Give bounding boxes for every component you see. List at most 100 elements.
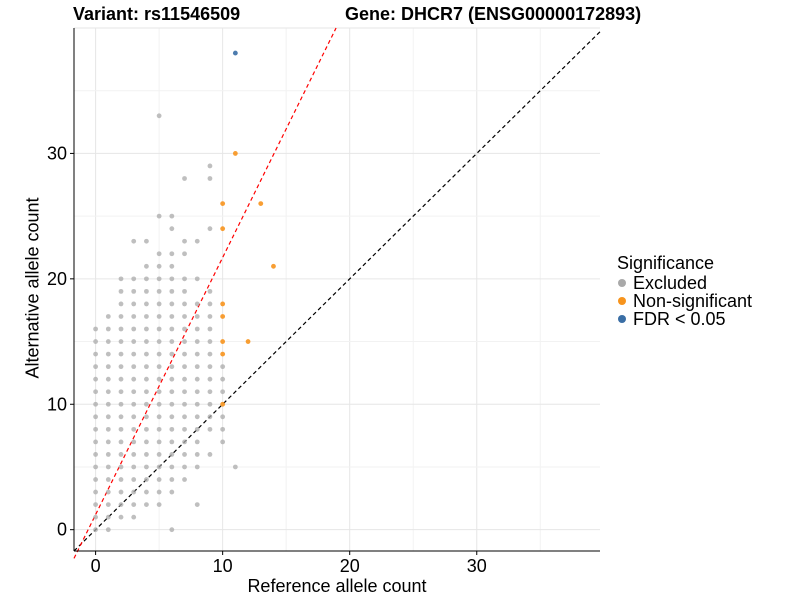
point-excluded — [105, 514, 111, 520]
point-excluded — [118, 314, 124, 319]
point-excluded — [118, 414, 124, 420]
point-non-significant — [220, 401, 226, 407]
point-excluded — [144, 326, 149, 332]
point-excluded — [93, 351, 98, 357]
point-excluded — [194, 339, 200, 344]
point-excluded — [182, 477, 187, 482]
point-excluded — [207, 163, 213, 169]
x-tick-label: 30 — [467, 556, 487, 576]
point-excluded — [118, 364, 124, 370]
point-excluded — [194, 314, 200, 319]
point-non-significant — [245, 339, 251, 344]
point-excluded — [131, 464, 137, 470]
point-excluded — [105, 339, 111, 344]
point-excluded — [182, 452, 187, 457]
point-excluded — [169, 364, 175, 370]
point-excluded — [207, 176, 213, 181]
x-tick-label: 10 — [213, 556, 233, 576]
point-excluded — [93, 514, 98, 520]
point-excluded — [220, 414, 226, 420]
point-excluded — [93, 527, 98, 533]
point-excluded — [194, 351, 200, 357]
point-excluded — [144, 489, 149, 495]
point-excluded — [131, 489, 137, 495]
legend-label-non-significant: Non-significant — [633, 290, 753, 311]
point-excluded — [118, 439, 124, 445]
point-excluded — [207, 351, 213, 357]
point-excluded — [144, 414, 149, 420]
point-excluded — [220, 389, 226, 395]
point-non-significant — [220, 226, 226, 232]
variant-title: Variant: rs11546509 — [73, 4, 241, 24]
point-excluded — [194, 238, 200, 244]
point-excluded — [131, 514, 137, 520]
point-excluded — [156, 339, 162, 344]
point-excluded — [194, 439, 200, 445]
y-tick-label: 10 — [47, 394, 67, 414]
point-excluded — [169, 527, 175, 533]
point-excluded — [105, 351, 111, 357]
point-excluded — [131, 301, 137, 307]
point-excluded — [169, 439, 175, 445]
point-excluded — [207, 401, 213, 407]
point-excluded — [169, 251, 175, 257]
point-excluded — [118, 489, 124, 495]
point-excluded — [220, 439, 226, 445]
legend-title: Significance — [617, 253, 715, 273]
point-excluded — [207, 288, 213, 294]
point-excluded — [194, 389, 200, 395]
point-excluded — [169, 351, 175, 357]
data-points — [93, 50, 276, 533]
point-excluded — [156, 426, 162, 432]
point-excluded — [182, 464, 187, 470]
point-excluded — [207, 301, 213, 307]
point-excluded — [131, 364, 137, 370]
point-excluded — [194, 376, 200, 382]
point-excluded — [156, 288, 162, 294]
point-excluded — [118, 514, 124, 520]
point-excluded — [144, 502, 149, 507]
point-excluded — [169, 489, 175, 495]
point-excluded — [182, 426, 187, 432]
point-excluded — [182, 439, 187, 445]
point-excluded — [182, 251, 187, 257]
point-excluded — [169, 276, 175, 282]
point-excluded — [182, 276, 187, 282]
point-excluded — [182, 414, 187, 420]
point-excluded — [169, 389, 175, 395]
point-excluded — [207, 414, 213, 420]
point-excluded — [131, 326, 137, 332]
point-excluded — [207, 426, 213, 432]
point-excluded — [105, 376, 111, 382]
point-excluded — [156, 464, 162, 470]
point-excluded — [169, 401, 175, 407]
point-excluded — [156, 263, 162, 269]
point-excluded — [93, 389, 98, 395]
point-excluded — [144, 439, 149, 445]
point-excluded — [194, 401, 200, 407]
point-excluded — [131, 276, 137, 282]
point-excluded — [131, 376, 137, 382]
point-excluded — [169, 477, 175, 482]
reference-line-fit — [73, 27, 337, 559]
point-excluded — [118, 426, 124, 432]
point-excluded — [169, 414, 175, 420]
axes: 0 10 20 30 0 10 20 30 — [47, 28, 600, 576]
point-non-significant — [220, 339, 226, 344]
point-excluded — [93, 464, 98, 470]
point-excluded — [105, 489, 111, 495]
point-excluded — [207, 314, 213, 319]
point-excluded — [182, 339, 187, 344]
point-non-significant — [220, 314, 226, 319]
point-excluded — [220, 426, 226, 432]
point-excluded — [105, 477, 111, 482]
point-excluded — [169, 263, 175, 269]
point-excluded — [169, 376, 175, 382]
reference-line-diagonal — [73, 31, 601, 552]
point-excluded — [131, 389, 137, 395]
point-excluded — [144, 401, 149, 407]
point-excluded — [194, 326, 200, 332]
point-excluded — [105, 414, 111, 420]
point-excluded — [144, 276, 149, 282]
